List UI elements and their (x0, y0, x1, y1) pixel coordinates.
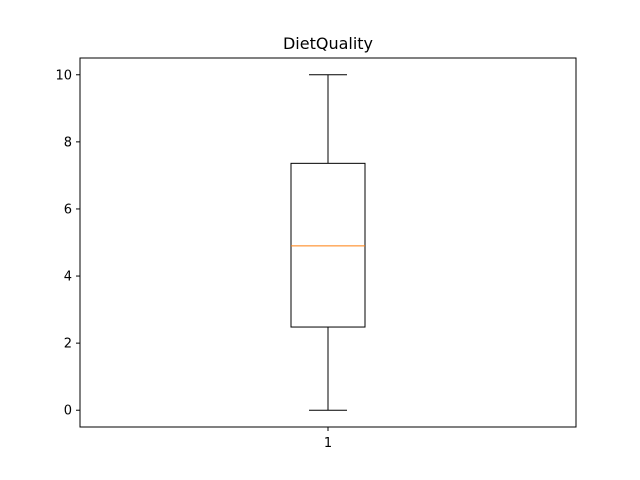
y-tick-label: 6 (64, 202, 72, 217)
plot-area: 0 2 4 6 8 10 1 (55, 68, 366, 451)
axes-frame (79, 57, 577, 428)
x-tick-label: 1 (324, 436, 332, 451)
y-tick-label: 2 (64, 337, 72, 352)
box-iqr (290, 162, 366, 328)
y-tick-label: 4 (64, 270, 72, 285)
y-tick-label: 8 (64, 135, 72, 150)
y-tick-label: 10 (55, 68, 72, 83)
y-tick-label: 0 (64, 404, 72, 419)
chart-title: DietQuality (283, 34, 373, 53)
